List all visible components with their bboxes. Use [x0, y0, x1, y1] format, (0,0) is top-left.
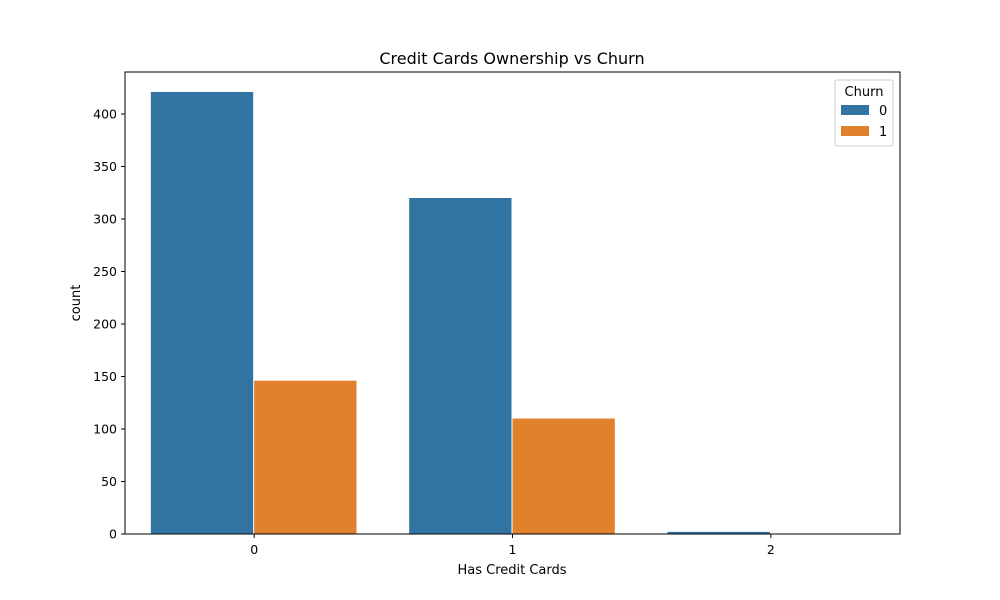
y-tick-label: 0: [109, 527, 117, 542]
x-axis-label: Has Credit Cards: [457, 563, 566, 578]
legend: Churn 0 1: [834, 79, 894, 147]
bar-cat-0-churn-0: [150, 91, 254, 534]
y-tick-label: 100: [93, 422, 117, 437]
bar-cat-1-churn-1: [512, 418, 615, 534]
y-tick-label: 250: [93, 264, 117, 279]
legend-title: Churn: [845, 85, 884, 100]
x-tick-label: 0: [250, 542, 258, 557]
bar-cat-2-churn-0: [667, 531, 770, 534]
legend-label-churn-0: 0: [879, 104, 887, 119]
y-tick-label: 200: [93, 317, 117, 332]
bar-cat-0-churn-1: [254, 380, 357, 534]
x-tick-label: 1: [509, 542, 517, 557]
y-tick-label: 400: [93, 107, 117, 122]
y-tick-label: 50: [101, 474, 117, 489]
legend-swatch-churn-1: [841, 126, 869, 136]
legend-label-churn-1: 1: [879, 125, 887, 140]
bar-cat-1-churn-0: [409, 198, 512, 534]
y-tick-label: 300: [93, 212, 117, 227]
x-tick-label: 2: [767, 542, 775, 557]
legend-swatch-churn-0: [841, 105, 869, 115]
y-axis: 0 50 100 150 200 250 300 350 400: [93, 107, 125, 542]
y-tick-label: 350: [93, 159, 117, 174]
x-axis: 0 1 2: [250, 534, 775, 557]
chart-title: Credit Cards Ownership vs Churn: [379, 49, 644, 68]
bars: [150, 91, 770, 534]
y-axis-label: count: [69, 285, 84, 322]
y-tick-label: 150: [93, 369, 117, 384]
